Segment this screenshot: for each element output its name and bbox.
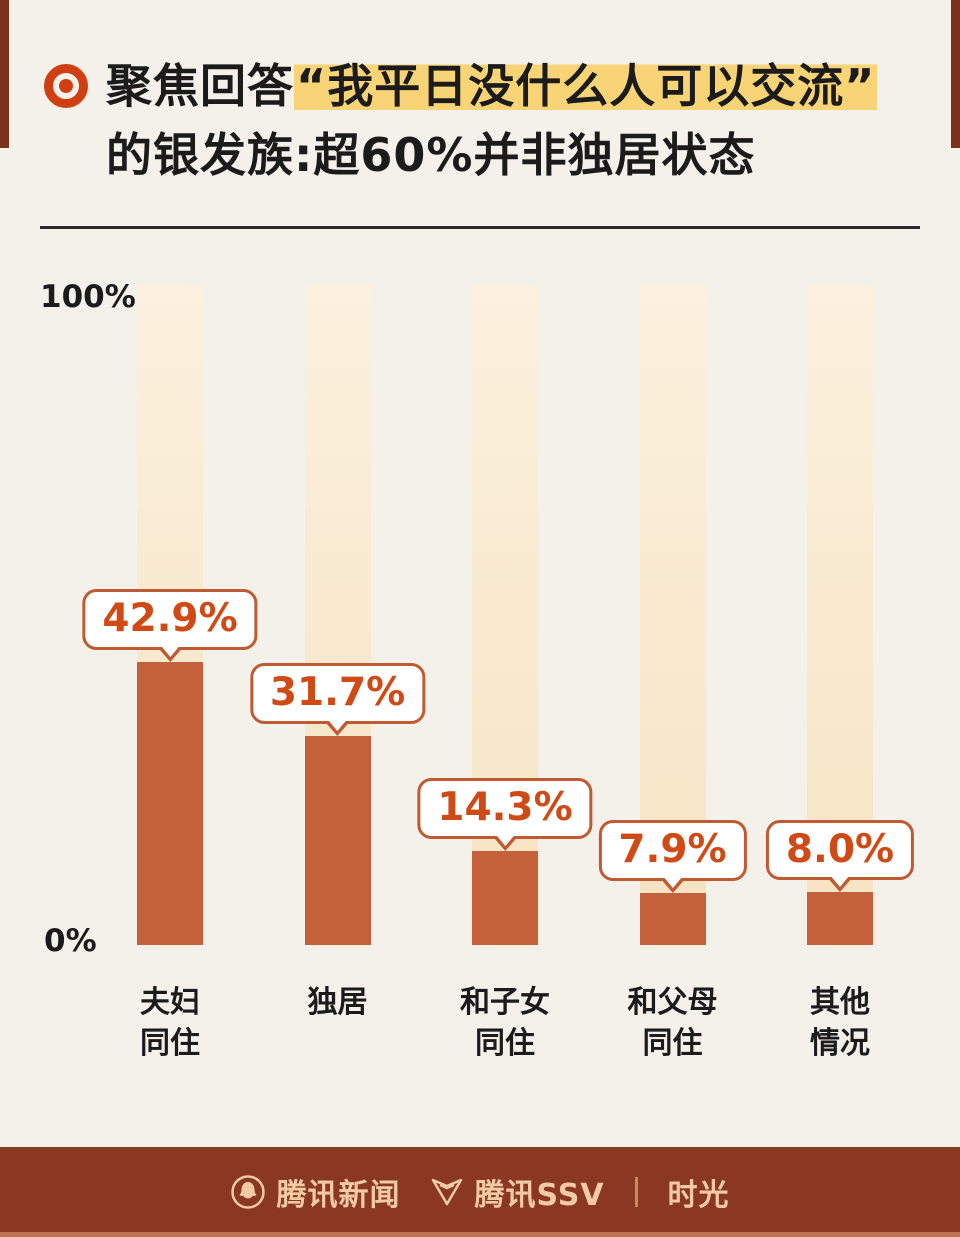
target-circle-icon — [44, 64, 88, 108]
tencent-news-label: 腾讯新闻 — [276, 1178, 401, 1213]
value-label-pill: 7.9% — [598, 820, 747, 893]
brand-shiguang: 时光 — [668, 1170, 730, 1214]
value-label: 31.7% — [269, 670, 406, 716]
bar-chart: 100% 0% 42.9% 31.7% 14.3% 7.9% — [0, 279, 960, 959]
header: 聚焦回答“我平日没什么人可以交流” 的银发族:超60%并非独居状态 — [0, 0, 960, 190]
bar-column: 42.9% — [82, 285, 258, 945]
bar-column: 31.7% — [249, 285, 426, 945]
category-label: 和子女 同住 — [445, 983, 565, 1064]
pointer-triangle-icon — [492, 833, 518, 851]
footer-separator — [634, 1177, 638, 1207]
value-bar — [639, 892, 706, 945]
corner-mark-right — [951, 0, 960, 148]
title-prefix: 聚焦回答 — [106, 59, 294, 113]
value-label-pill: 8.0% — [765, 819, 915, 893]
category-line-2: 情况 — [810, 1025, 870, 1061]
page-title: 聚焦回答“我平日没什么人可以交流” 的银发族:超60%并非独居状态 — [106, 52, 878, 190]
value-bar — [137, 661, 203, 945]
value-label-pill: 14.3% — [417, 777, 593, 851]
y-axis-label-bottom: 0% — [44, 923, 97, 959]
bar-column: 8.0% — [765, 285, 915, 945]
category-line-1: 独居 — [307, 985, 368, 1020]
category-line-2: 同住 — [140, 1025, 200, 1061]
title-divider — [40, 226, 920, 229]
pointer-triangle-icon — [324, 718, 351, 736]
tencent-news-logo — [231, 1175, 266, 1209]
bar-column: 7.9% — [598, 285, 747, 945]
category-labels: 夫妇 同住 独居 和子女 同住 和父母 同住 其他 情况 — [110, 983, 900, 1064]
value-bar — [807, 892, 873, 945]
shiguang-label: 时光 — [667, 1178, 730, 1213]
value-label: 14.3% — [437, 784, 573, 830]
category-label: 和父母 同住 — [613, 983, 733, 1064]
value-label: 7.9% — [618, 827, 727, 873]
category-line-2: 同住 — [642, 1025, 703, 1061]
bar-columns: 42.9% 31.7% 14.3% 7.9% 8.0% — [82, 285, 915, 945]
pointer-triangle-icon — [659, 875, 686, 893]
title-highlight: “我平日没什么人可以交流” — [294, 59, 878, 113]
category-line-1: 和子女 — [460, 985, 550, 1020]
category-label: 其他 情况 — [780, 983, 900, 1064]
value-label-pill: 31.7% — [249, 663, 426, 736]
brand-tencent-news: 腾讯新闻 — [230, 1170, 400, 1214]
bar-column: 14.3% — [417, 285, 593, 945]
category-label: 独居 — [278, 983, 398, 1064]
brand-tencent-ssv: 腾讯SSV — [430, 1170, 604, 1214]
corner-mark-left — [0, 0, 9, 148]
category-label: 夫妇 同住 — [110, 983, 230, 1064]
value-label: 8.0% — [785, 826, 895, 872]
category-line-2: 同住 — [475, 1025, 535, 1061]
value-label: 42.9% — [102, 596, 238, 642]
tencent-ssv-logo — [432, 1178, 463, 1206]
category-line-1: 夫妇 — [140, 985, 200, 1020]
category-line-1: 和父母 — [627, 985, 718, 1020]
category-line-1: 其他 — [810, 985, 870, 1020]
pointer-triangle-icon — [157, 644, 183, 662]
title-line2: 的银发族:超60%并非独居状态 — [106, 128, 756, 182]
pointer-triangle-icon — [826, 875, 853, 893]
y-axis-label-top: 100% — [40, 279, 136, 315]
value-bar — [304, 735, 371, 945]
footer: 腾讯新闻 腾讯SSV 时光 — [0, 1147, 960, 1237]
tencent-ssv-label: 腾讯SSV — [474, 1178, 605, 1213]
value-bar — [472, 850, 538, 945]
value-label-pill: 42.9% — [82, 589, 258, 662]
